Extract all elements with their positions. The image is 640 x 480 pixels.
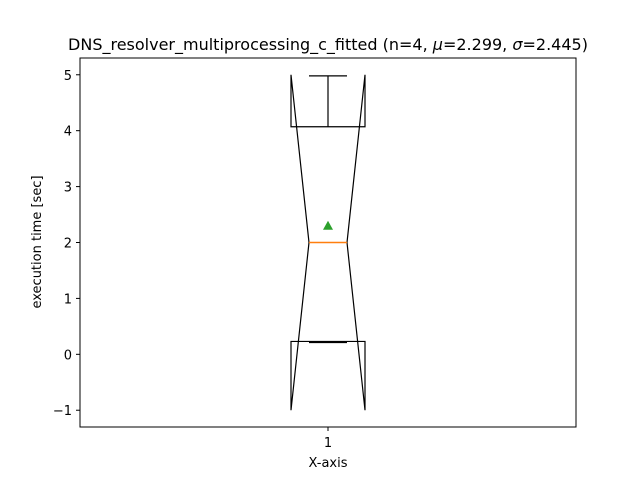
y-tick-label: 0	[64, 348, 72, 363]
box-element	[290, 74, 366, 411]
notched-box	[290, 74, 366, 411]
y-tick-label: 3	[64, 181, 72, 196]
x-axis-label: X-axis	[309, 456, 348, 471]
mean-marker	[323, 220, 333, 230]
sigma-symbol: σ	[512, 35, 523, 54]
y-tick-label: 5	[64, 69, 72, 84]
mu-symbol: μ	[432, 35, 443, 54]
x-axis: 1	[324, 427, 332, 451]
y-axis: −1 0 1 2 3 4 5	[53, 69, 80, 419]
y-tick-label: 1	[64, 292, 72, 307]
y-tick-label: 4	[64, 125, 72, 140]
x-tick-label: 1	[324, 436, 332, 451]
y-tick-label: 2	[64, 237, 72, 252]
chart-title: DNS_resolver_multiprocessing_c_fitted (n…	[68, 35, 588, 55]
y-tick-label: −1	[53, 404, 72, 419]
y-axis-label: execution time [sec]	[30, 175, 45, 308]
